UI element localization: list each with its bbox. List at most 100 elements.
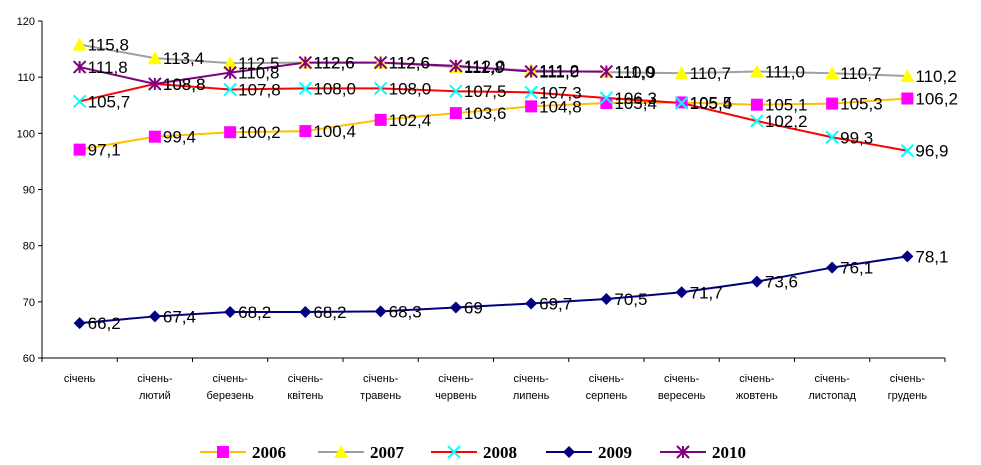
data-label-2008: 99,3 (840, 128, 873, 147)
data-label-2006: 100,4 (313, 122, 356, 141)
data-point-2006 (450, 107, 462, 119)
data-label-2006: 97,1 (88, 141, 121, 160)
x-tick-label: січень- (288, 373, 324, 385)
data-label-2007: 111,0 (765, 63, 805, 82)
data-label-2009: 68,3 (389, 302, 422, 321)
x-tick-label: січень- (212, 373, 248, 385)
data-point-2009 (149, 310, 161, 322)
x-tick-label: травень (360, 390, 401, 402)
legend-label: 2010 (712, 443, 746, 462)
data-label-2009: 68,2 (313, 303, 346, 322)
x-tick-label: листопад (808, 390, 856, 402)
legend-item-2007: 2007 (318, 443, 405, 462)
y-tick-label: 70 (23, 297, 35, 309)
data-label-2008: 108,0 (313, 79, 356, 98)
data-label-2008: 107,5 (464, 82, 507, 101)
data-point-2009 (525, 298, 537, 310)
data-label-2009: 73,6 (765, 273, 798, 292)
data-point-2009 (600, 293, 612, 305)
data-point-2009 (299, 306, 311, 318)
data-point-2009 (224, 306, 236, 318)
data-label-2008: 105,4 (690, 94, 733, 113)
y-tick-label: 100 (17, 128, 35, 140)
data-label-2008: 108,0 (389, 79, 432, 98)
x-tick-label: жовтень (736, 390, 778, 402)
legend-marker (563, 446, 575, 458)
y-tick-label: 90 (23, 185, 35, 197)
x-tick-label: лютий (139, 390, 171, 402)
x-tick-label: січень- (589, 373, 625, 385)
x-tick-label: липень (513, 390, 550, 402)
x-tick-label: січень- (137, 373, 173, 385)
x-tick-label: вересень (658, 390, 706, 402)
data-label-2008: 107,3 (539, 83, 582, 102)
data-label-2006: 106,2 (915, 90, 958, 109)
x-tick-label: січень- (438, 373, 474, 385)
data-label-2009: 69,7 (539, 295, 572, 314)
data-label-2007: 115,8 (88, 36, 129, 55)
data-label-2009: 66,2 (88, 314, 121, 333)
data-label-2009: 70,5 (614, 290, 647, 309)
data-label-2007: 110,7 (840, 64, 881, 83)
data-label-2008: 102,2 (765, 112, 808, 131)
data-label-2007: 110,2 (915, 67, 956, 86)
data-label-2009: 78,1 (915, 247, 948, 266)
legend-label: 2009 (598, 443, 632, 462)
legend-label: 2008 (483, 443, 517, 462)
data-point-2006 (901, 93, 913, 105)
data-label-2010: 110,8 (238, 64, 279, 83)
data-label-2010: 111,0 (614, 63, 654, 82)
x-tick-label: квітень (287, 390, 323, 402)
data-label-2009: 69 (464, 298, 483, 317)
data-point-2009 (74, 317, 86, 329)
data-point-2006 (74, 144, 86, 156)
data-label-2009: 71,7 (690, 283, 723, 302)
x-tick-label: січень- (890, 373, 926, 385)
legend-item-2010: 2010 (660, 443, 746, 462)
data-label-2008: 106,3 (614, 89, 657, 108)
data-point-2009 (751, 276, 763, 288)
legend-item-2008: 2008 (431, 443, 517, 462)
data-label-2010: 108,8 (163, 75, 206, 94)
x-tick-label: січень- (363, 373, 399, 385)
data-point-2006 (224, 126, 236, 138)
data-label-2006: 102,4 (389, 111, 432, 130)
data-label-2008: 105,7 (88, 92, 131, 111)
legend-item-2009: 2009 (546, 443, 632, 462)
data-point-2009 (375, 305, 387, 317)
x-tick-label: грудень (888, 390, 928, 402)
data-label-2007: 113,4 (163, 49, 204, 68)
x-tick-label: січень- (513, 373, 549, 385)
data-label-2009: 68,2 (238, 303, 271, 322)
x-tick-label: червень (435, 390, 477, 402)
data-point-2006 (826, 98, 838, 110)
data-label-2007: 110,7 (690, 64, 731, 83)
data-point-2006 (525, 100, 537, 112)
data-label-2010: 111,8 (88, 58, 128, 77)
x-tick-label: січень- (664, 373, 700, 385)
data-label-2008: 107,8 (238, 81, 281, 100)
legend-marker (217, 446, 229, 458)
y-tick-label: 80 (23, 241, 35, 253)
data-label-2009: 76,1 (840, 259, 873, 278)
x-tick-label: січень- (739, 373, 775, 385)
data-label-2010: 111,0 (539, 63, 579, 82)
data-label-2006: 105,3 (840, 95, 883, 114)
legend-label: 2007 (370, 443, 405, 462)
data-point-2009 (450, 301, 462, 313)
data-label-2009: 67,4 (163, 307, 196, 326)
data-label-2010: 112,0 (464, 57, 505, 76)
data-point-2007 (73, 38, 87, 51)
x-tick-label: січень- (814, 373, 850, 385)
data-point-2006 (751, 99, 763, 111)
data-labels: 97,199,4 100,2 100,4102,4 103,6 104,8 105,4 10… (88, 36, 958, 334)
data-label-2010: 112,6 (389, 54, 430, 73)
data-label-2008: 96,9 (915, 142, 948, 161)
data-point-2006 (149, 131, 161, 143)
legend-item-2006: 2006 (200, 443, 286, 462)
data-label-2006: 99,4 (163, 128, 196, 147)
x-tick-label: березень (207, 390, 254, 402)
data-label-2010: 112,6 (313, 54, 354, 73)
x-tick-label: серпень (586, 390, 628, 402)
